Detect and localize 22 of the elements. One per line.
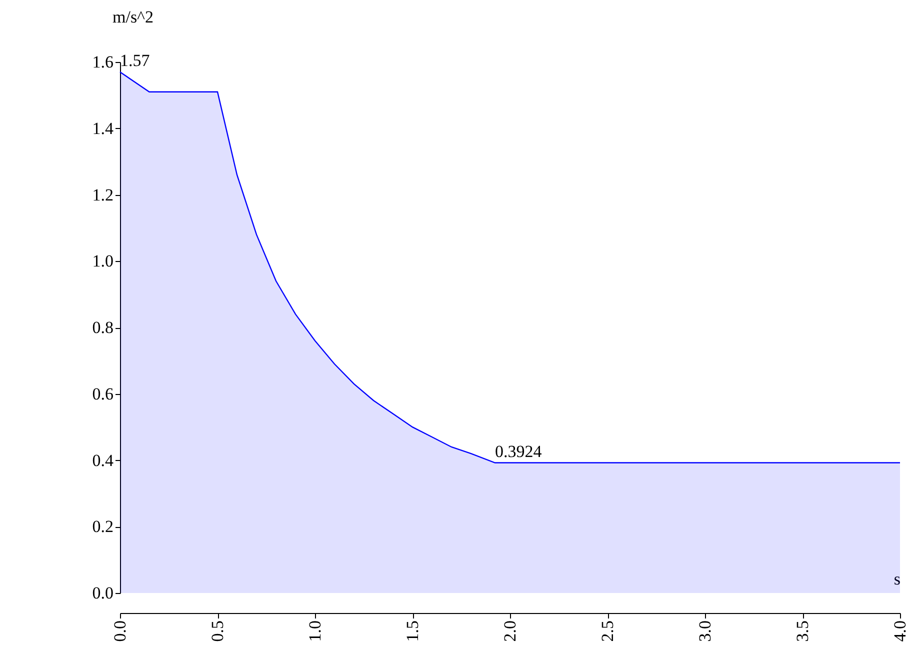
y-tick-label: 1.0	[92, 252, 114, 271]
x-tick-label: 4.0	[890, 620, 910, 642]
x-tick-label: 2.5	[598, 620, 617, 642]
y-tick-label: 1.4	[92, 118, 114, 138]
x-tick-label: 3.5	[793, 620, 812, 642]
y-tick-label: 1.6	[92, 52, 114, 72]
y-tick-label: 0.2	[92, 517, 114, 536]
x-tick-label: 0.0	[110, 620, 130, 642]
y-tick-label: 0.0	[92, 584, 114, 602]
y-tick-label: 1.2	[92, 185, 114, 204]
y-tick-label: 0.6	[92, 384, 114, 404]
y-tick-label: 0.8	[92, 318, 114, 337]
x-tick-label: 3.0	[696, 620, 714, 642]
x-tick-label: 1.5	[403, 620, 422, 642]
y-tick-label: 0.4	[92, 450, 114, 470]
y-axis-title: m/s^2	[112, 8, 154, 26]
x-axis-title: s	[894, 570, 900, 588]
x-tick-label: 0.5	[208, 620, 227, 642]
annotation: 1.57	[120, 50, 150, 70]
x-tick-label: 2.0	[500, 620, 520, 642]
x-tick-label: 1.0	[306, 620, 324, 642]
annotation: 0.3924	[494, 442, 542, 461]
